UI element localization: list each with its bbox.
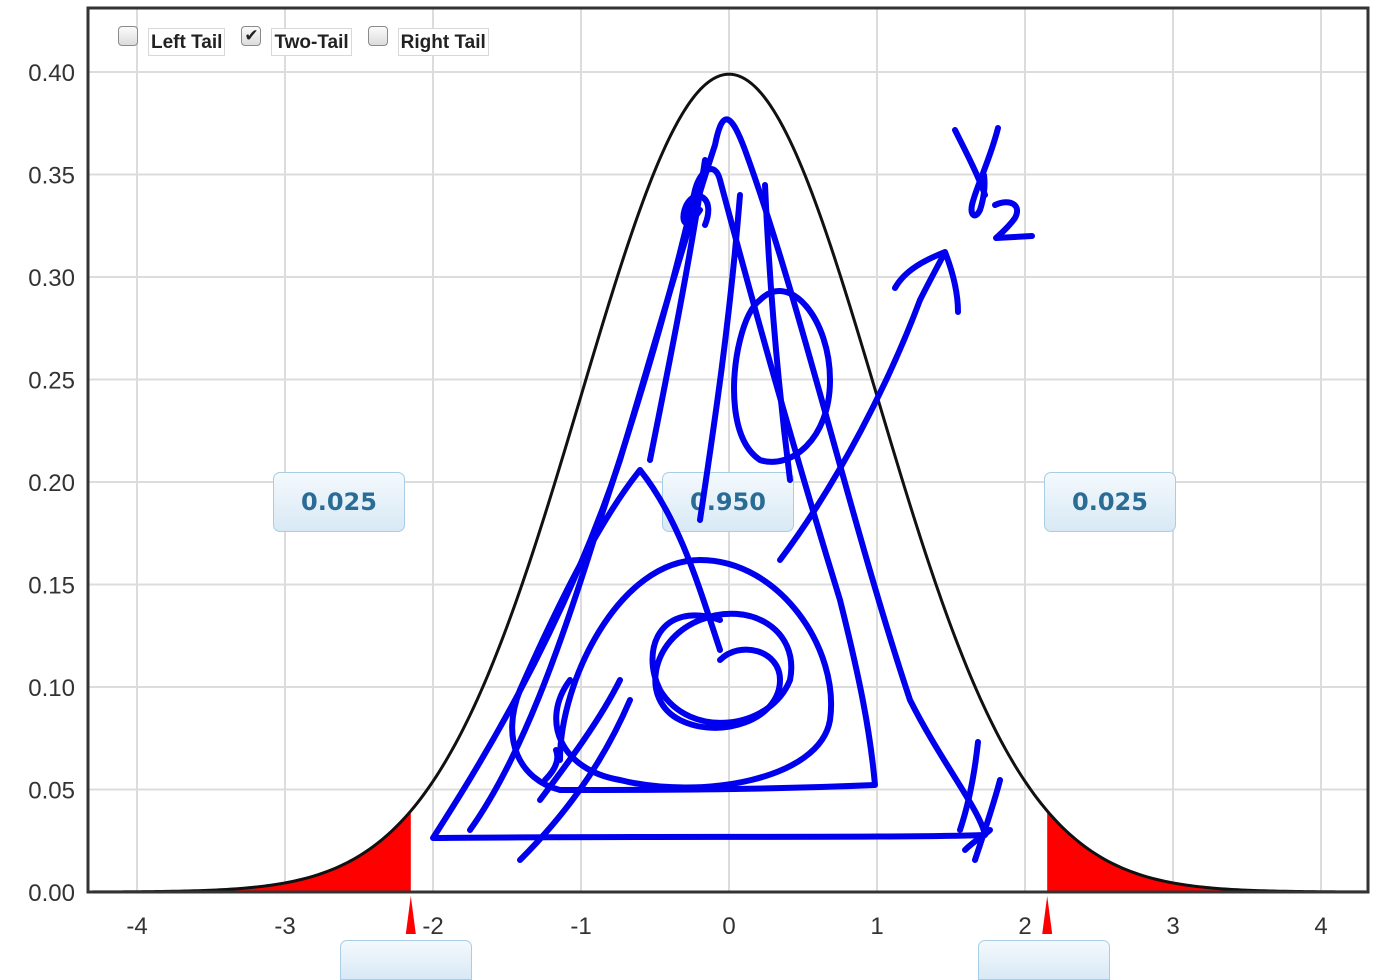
x-tick-label: -2 <box>422 913 443 940</box>
y-tick-label: 0.25 <box>28 368 75 395</box>
y-tick-label: 0.15 <box>28 573 75 600</box>
x-tick-label: 0 <box>722 913 735 940</box>
x-tick-label: 3 <box>1166 913 1179 940</box>
y-tick-label: 0.20 <box>28 470 75 497</box>
y-tick-label: 0.40 <box>28 60 75 87</box>
two-tail-checkbox[interactable]: ✔ <box>241 26 262 46</box>
density-curve <box>92 72 1366 894</box>
y-tick-label: 0.00 <box>28 880 75 907</box>
tail-controls: Left Tail ✔ Two-Tail Right Tail <box>118 26 505 56</box>
left-critical-marker[interactable] <box>405 896 416 934</box>
left-critical-value-box[interactable] <box>340 940 472 980</box>
middle-area-label: 0.950 <box>662 472 794 532</box>
right-critical-value-box[interactable] <box>978 940 1110 980</box>
left-tail-label[interactable]: Left Tail <box>148 28 226 56</box>
right-area-label: 0.025 <box>1044 472 1176 532</box>
x-tick-label: 2 <box>1018 913 1031 940</box>
right-tail-area <box>1047 810 1366 892</box>
left-area-label: 0.025 <box>273 472 405 532</box>
y-axis-ticks: 0.00 0.05 0.10 0.15 0.20 0.25 0.30 0.35 0.40 <box>28 60 75 907</box>
x-tick-label: 1 <box>870 913 883 940</box>
left-tail-checkbox[interactable] <box>118 26 138 46</box>
right-tail-checkbox[interactable] <box>367 26 388 46</box>
right-critical-marker[interactable] <box>1042 896 1053 934</box>
y-tick-label: 0.10 <box>28 675 75 702</box>
y-tick-label: 0.05 <box>28 778 75 805</box>
x-tick-label: -4 <box>126 913 147 940</box>
plot-frame <box>86 6 1370 894</box>
x-axis-ticks: -4 -3 -2 -1 0 1 2 3 4 <box>126 913 1327 940</box>
x-tick-label: 4 <box>1314 913 1327 940</box>
two-tail-label[interactable]: Two-Tail <box>271 28 352 56</box>
grid <box>88 8 1368 893</box>
right-tail-label[interactable]: Right Tail <box>397 28 489 56</box>
x-tick-label: -1 <box>570 913 591 940</box>
x-tick-label: -3 <box>274 913 295 940</box>
y-tick-label: 0.35 <box>28 163 75 190</box>
left-tail-area <box>92 810 411 892</box>
y-tick-label: 0.30 <box>28 265 75 292</box>
